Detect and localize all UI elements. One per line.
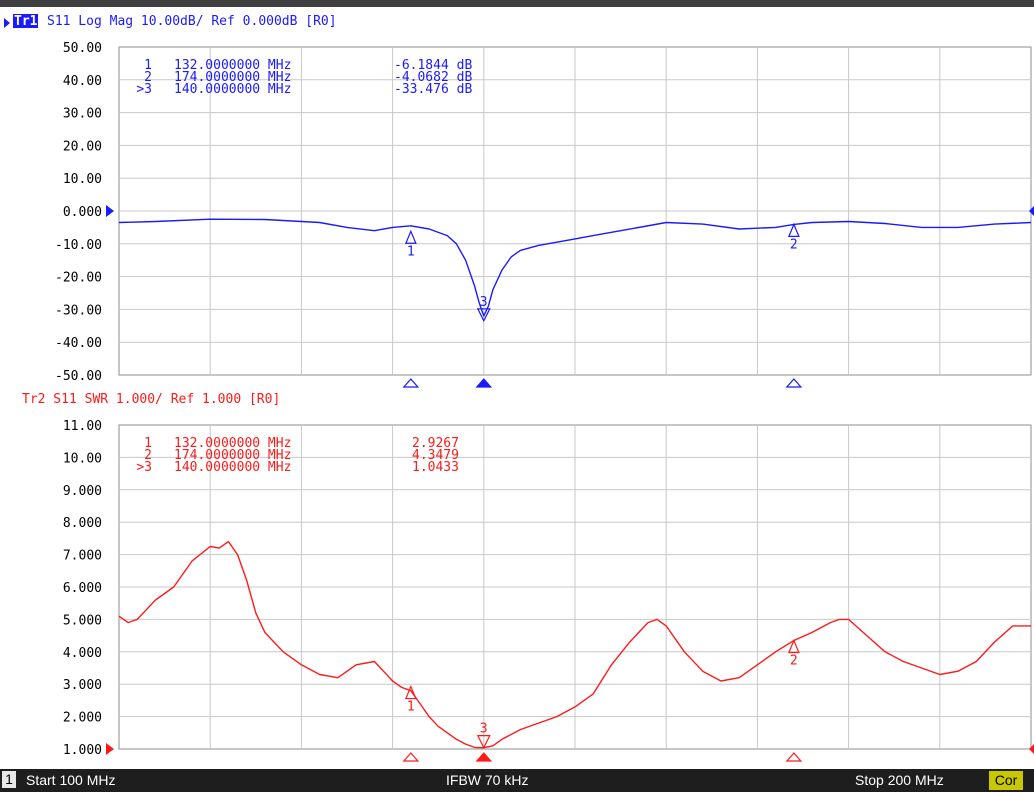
y-tick-label: -40.00 (55, 336, 102, 351)
y-tick-label: -20.00 (55, 271, 102, 286)
y-tick-label: 50.00 (63, 41, 102, 56)
marker-table-frequency: 132.0000000 MHz (174, 436, 291, 451)
reference-level-arrow-right-icon (1029, 744, 1034, 754)
y-tick-label: 11.00 (63, 419, 102, 434)
marker-table-value: 1.0433 (412, 460, 459, 475)
marker-table-frequency: 140.0000000 MHz (174, 460, 291, 475)
status-bar: 1 Start 100 MHz IFBW 70 kHz Stop 200 MHz… (0, 769, 1034, 792)
swr-trace-line (118, 540, 1031, 749)
active-trace-arrow-icon (4, 18, 10, 28)
y-tick-label: 40.00 (63, 74, 102, 89)
marker-table-frequency: 132.0000000 MHz (174, 58, 291, 73)
marker-table-number: 2 (144, 448, 152, 463)
marker-table-frequency: 174.0000000 MHz (174, 448, 291, 463)
y-tick-label: 20.00 (63, 139, 102, 154)
y-tick-label: 3.000 (63, 678, 102, 693)
y-tick-label: 10.00 (63, 451, 102, 466)
marker-label: 1 (407, 244, 415, 259)
marker-triangle (787, 638, 800, 654)
y-tick-label: 7.000 (63, 549, 102, 564)
vna-plot-area: Tr1 S11 Log Mag 10.00dB/ Ref 0.000dB [R0]… (4, 14, 1034, 762)
y-tick-label: 2.000 (63, 711, 102, 726)
reference-level-arrow-icon (106, 205, 114, 217)
ifbw-setting[interactable]: IFBW 70 kHz (446, 772, 529, 788)
marker-table-number: 2 (144, 70, 152, 85)
y-tick-label: 5.000 (63, 613, 102, 628)
channel-indicator[interactable]: 1 (2, 771, 16, 788)
y-tick-label: 30.00 (63, 107, 102, 122)
y-tick-label: 1.000 (63, 743, 102, 758)
marker-table-frequency: 174.0000000 MHz (174, 70, 291, 85)
y-tick-label: 8.000 (63, 516, 102, 531)
marker-triangle (404, 685, 417, 700)
y-tick-label: 9.000 (63, 484, 102, 499)
y-tick-label: 0.000 (63, 205, 102, 220)
marker-table-number: 1 (144, 58, 152, 73)
marker-table-number: >3 (136, 460, 152, 475)
marker-table-value: -4.0682 dB (394, 70, 472, 85)
marker-triangle (404, 229, 417, 244)
window-top-border (0, 0, 1034, 7)
y-tick-label: -10.00 (55, 238, 102, 253)
marker-table-value: -33.476 dB (394, 82, 472, 97)
y-tick-label: 6.000 (63, 581, 102, 596)
marker-table-value: 4.3479 (412, 448, 459, 463)
marker-table-number: >3 (136, 82, 152, 97)
marker-triangle (787, 222, 800, 237)
marker-table-frequency: 140.0000000 MHz (174, 82, 291, 97)
marker-active-triangle (476, 734, 491, 749)
y-tick-label: 10.00 (63, 172, 102, 187)
log-mag-panel: Tr1 S11 Log Mag 10.00dB/ Ref 0.000dB [R0]… (4, 14, 1034, 388)
marker-label: 2 (790, 654, 798, 669)
y-tick-label: -50.00 (55, 369, 102, 384)
marker-axis-indicator (402, 752, 420, 762)
marker-table-value: -6.1844 dB (394, 58, 472, 73)
marker-label: 1 (407, 700, 415, 715)
swr-panel: Tr2 S11 SWR 1.000/ Ref 1.000 [R0] 11.00 10… (22, 392, 1034, 762)
reference-level-arrow-right-icon (1029, 206, 1034, 216)
marker-table-number: 1 (144, 436, 152, 451)
start-frequency[interactable]: Start 100 MHz (26, 772, 116, 788)
marker-table-value: 2.9267 (412, 436, 459, 451)
marker-label: 3 (480, 722, 488, 737)
marker-active-triangle (476, 308, 491, 323)
trace-badge-label: Tr1 (14, 14, 38, 29)
trace-header: Tr2 S11 SWR 1.000/ Ref 1.000 [R0] (22, 392, 280, 407)
marker-axis-indicator (475, 378, 493, 388)
y-tick-label: 4.000 (63, 646, 102, 661)
marker-axis-indicator (402, 378, 420, 388)
marker-axis-indicator (785, 752, 803, 762)
y-tick-label: -30.00 (55, 303, 102, 318)
trace-badge-background (13, 14, 38, 28)
log-mag-trace-line (118, 218, 1032, 317)
trace-header: S11 Log Mag 10.00dB/ Ref 0.000dB [R0] (47, 14, 337, 29)
stop-frequency[interactable]: Stop 200 MHz (855, 772, 944, 788)
marker-axis-indicator (785, 378, 803, 388)
correction-indicator[interactable]: Cor (989, 771, 1023, 790)
reference-level-arrow-icon (106, 743, 114, 755)
marker-axis-indicator (475, 752, 493, 762)
marker-label: 2 (790, 237, 798, 252)
marker-label: 3 (480, 295, 488, 310)
